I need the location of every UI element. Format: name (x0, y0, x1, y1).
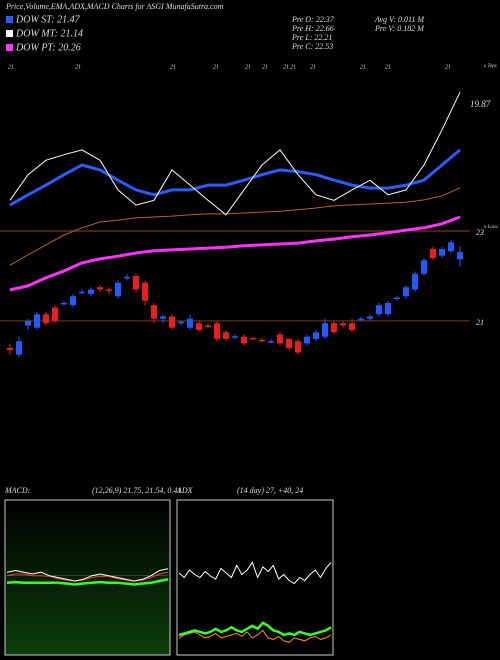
date-label: 21 (290, 64, 296, 70)
candle-body (124, 276, 130, 279)
candle-body (169, 316, 175, 328)
panel-subtitle: (14 day) 27, +40, 24 (237, 486, 303, 495)
date-label: 21 (170, 64, 176, 70)
series-line (9, 215, 461, 292)
candle-body (232, 336, 238, 338)
date-label: 21 (75, 64, 81, 70)
candle-body (106, 289, 112, 291)
legend-swatch (6, 44, 13, 51)
candle-body (358, 318, 364, 321)
legend-swatch (6, 30, 13, 37)
series-line (6, 578, 169, 586)
candle-body (160, 316, 166, 319)
panel-title: MACD: (4, 486, 31, 495)
legend-label: DOW ST: 21.47 (15, 14, 81, 25)
stat-label: Avg V: 0.011 M (374, 15, 425, 24)
legend-label: DOW MT: 21.14 (15, 28, 83, 39)
candle-body (142, 282, 148, 301)
candle-body (187, 318, 193, 328)
y-tick-label: 23 (476, 228, 484, 237)
annotation: x Lows (483, 225, 498, 230)
candle-body (214, 323, 220, 339)
candle-body (340, 323, 346, 326)
candle-body (7, 347, 13, 351)
stat-label: Pre O: 22.37 (291, 15, 335, 24)
chart-title: Price,Volume,EMA,ADX,MACD Charts for ASG… (5, 2, 224, 11)
candle-body (196, 323, 202, 330)
candle-body (16, 341, 22, 355)
candle-body (457, 252, 463, 260)
stat-label: Pre V: 0.182 M (374, 24, 425, 33)
candle-body (421, 260, 427, 274)
candle-body (43, 314, 49, 324)
candle-body (331, 323, 337, 333)
date-label: 21 (310, 64, 316, 70)
candle-body (430, 248, 436, 258)
candle-body (61, 302, 67, 305)
series-line (178, 629, 332, 643)
date-label: 21 (8, 64, 14, 70)
candle-body (349, 323, 355, 330)
candle-body (322, 323, 328, 337)
date-label: 21 (213, 64, 219, 70)
annotation: x Tops (483, 64, 497, 69)
candle-body (70, 296, 76, 306)
stat-label: Pre H: 22.66 (291, 24, 334, 33)
date-label: 21 (360, 64, 366, 70)
date-label: 21 (283, 64, 289, 70)
series-line (178, 621, 332, 637)
stat-label: Pre L: 22.21 (291, 33, 332, 42)
candle-body (412, 273, 418, 290)
candle-body (151, 305, 157, 319)
panel-title: ADX (176, 486, 194, 495)
candle-body (295, 341, 301, 353)
candle-body (439, 248, 445, 256)
candle-body (115, 282, 121, 297)
series-line (9, 148, 461, 207)
candle-body (385, 302, 391, 315)
annotation: 19.87 (470, 99, 491, 109)
series-line (9, 91, 461, 216)
candle-body (448, 242, 454, 252)
candle-body (394, 297, 400, 300)
candle-body (205, 325, 211, 327)
date-label: 21 (245, 64, 251, 70)
panel-subtitle: (12,26,9) 21.75, 21.54, 0.41 (92, 486, 181, 495)
candle-body (304, 336, 310, 344)
candle-body (367, 316, 373, 319)
candle-body (403, 287, 409, 297)
candle-body (97, 287, 103, 290)
candle-body (286, 338, 292, 348)
candle-body (277, 334, 283, 344)
candle-body (376, 305, 382, 315)
y-tick-label: 21 (476, 318, 484, 327)
series-line (178, 561, 332, 585)
candle-body (268, 341, 274, 343)
series-line (6, 568, 169, 582)
candle-body (178, 321, 184, 324)
candle-body (241, 336, 247, 344)
candle-body (34, 314, 40, 328)
legend-label: DOW PT: 20.26 (15, 42, 81, 53)
candle-body (313, 332, 319, 339)
date-label: 21 (445, 64, 451, 70)
date-label: 21 (262, 64, 268, 70)
candle-body (25, 320, 31, 326)
candle-body (52, 307, 58, 321)
candle-body (79, 291, 85, 294)
candle-body (223, 332, 229, 339)
candle-body (250, 338, 256, 340)
date-label: 21 (385, 64, 391, 70)
candle-body (88, 289, 94, 294)
legend-swatch (6, 16, 13, 23)
stat-label: Pre C: 22.53 (291, 42, 333, 51)
series-line (9, 187, 461, 266)
candle-body (133, 275, 139, 290)
candle-body (259, 339, 265, 342)
series-line (6, 571, 169, 582)
